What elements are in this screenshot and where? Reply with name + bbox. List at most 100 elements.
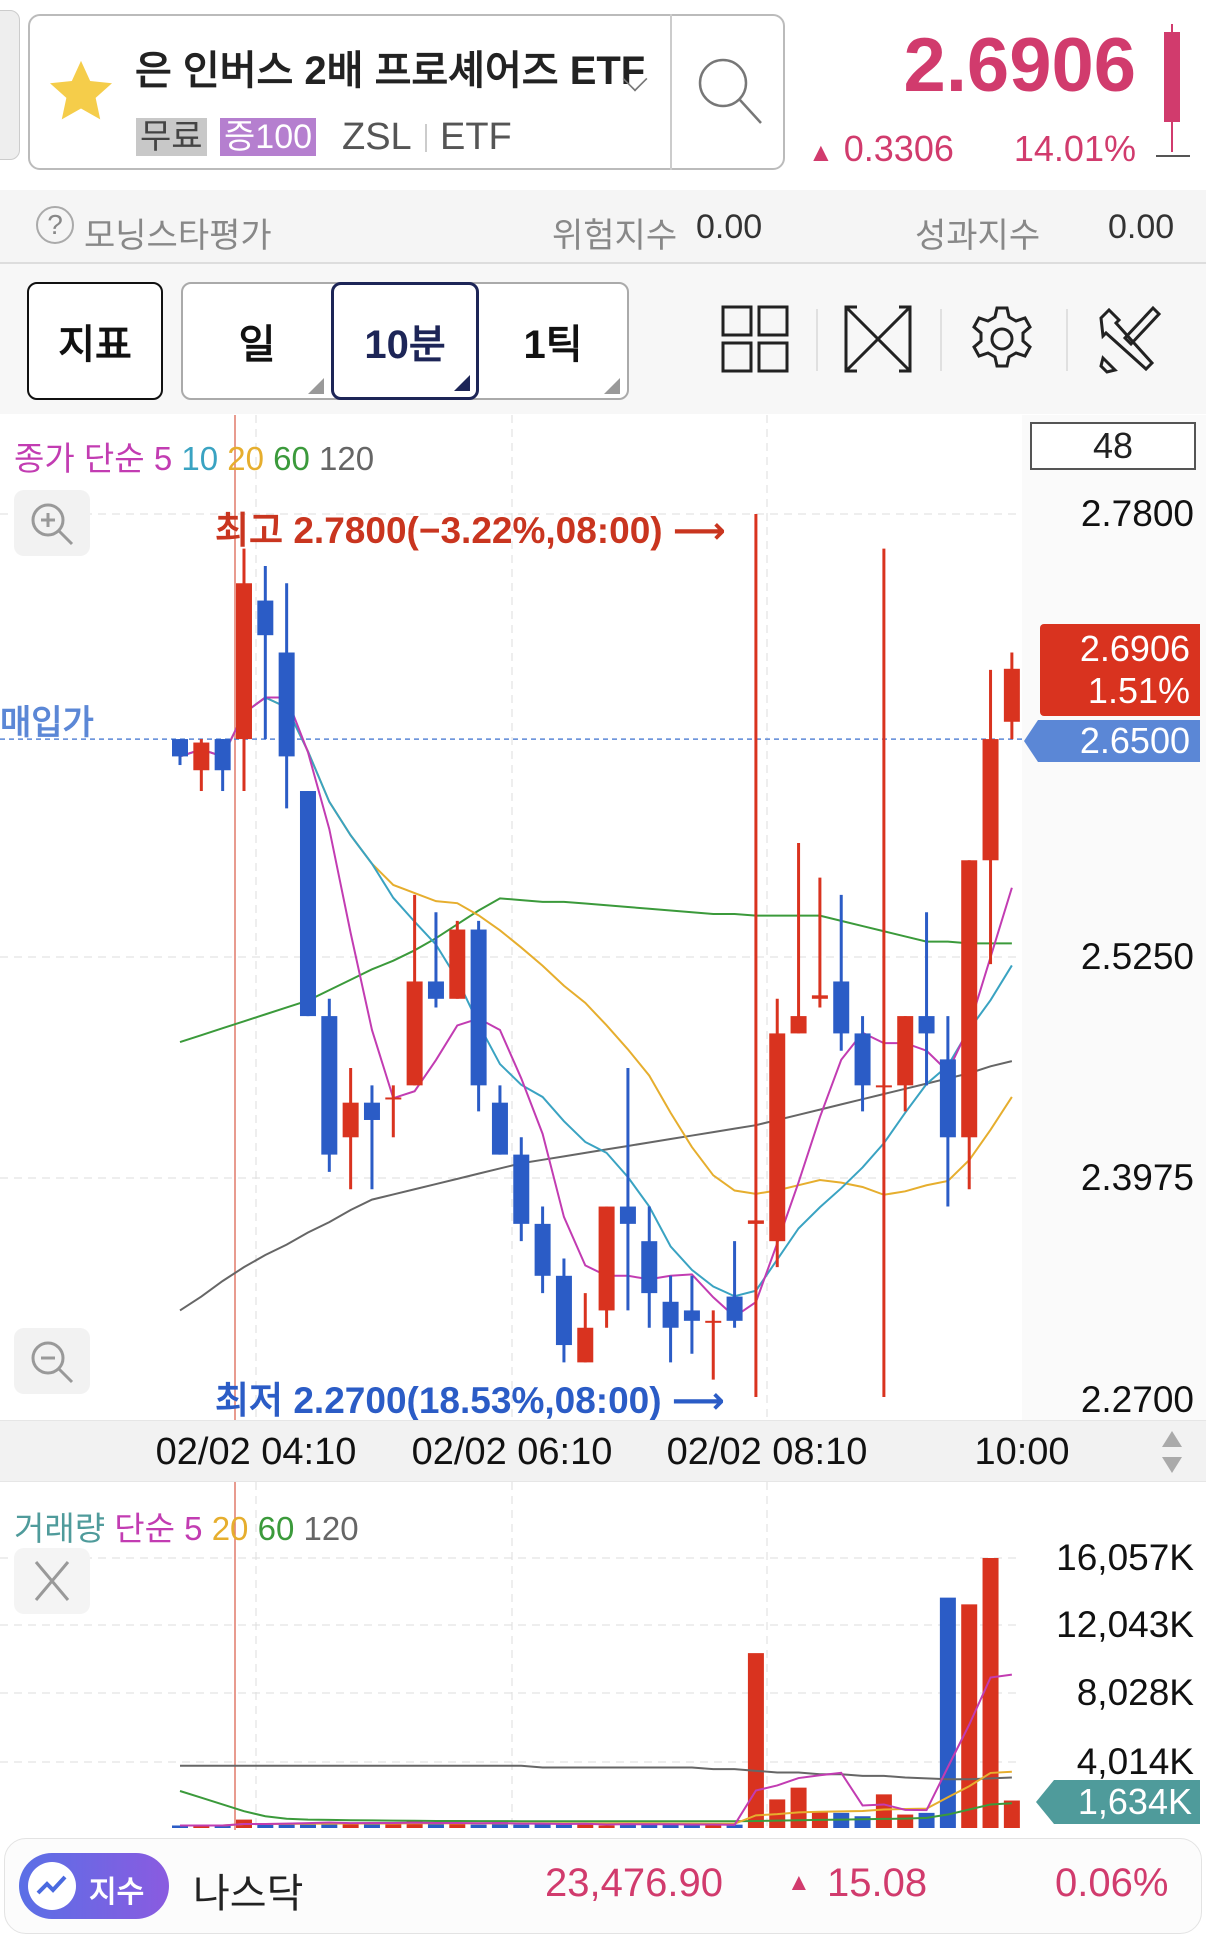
price-axis-bg (1022, 415, 1206, 1420)
low-annotation: 최저 2.2700(18.53%,08:00) ⟶ (215, 1380, 725, 1421)
x-tick: 10:00 (974, 1431, 1070, 1473)
star-icon[interactable] (46, 58, 116, 124)
volume-y-tick: 12,043K (1056, 1604, 1194, 1645)
volume-bar (726, 1824, 743, 1828)
current-volume-tag: 1,634K (1036, 1780, 1200, 1824)
divider (1066, 309, 1068, 371)
side-tab-handle[interactable] (0, 10, 20, 160)
asset-type: ETF (440, 116, 512, 158)
candle-down (427, 981, 444, 999)
divider (816, 309, 818, 371)
period-day-button[interactable]: 일 (184, 282, 330, 400)
index-badge[interactable]: 지수 (19, 1853, 169, 1919)
indicator-button[interactable]: 지표 (27, 282, 163, 400)
candle-up (982, 739, 999, 861)
current-price: 2.6906 (903, 23, 1136, 108)
price-change: 0.3306 (843, 128, 954, 169)
morningstar-label[interactable]: 모닝스타평가 (84, 217, 272, 255)
tools-icon[interactable] (1093, 304, 1163, 374)
mini-candle-icon (1156, 24, 1190, 157)
time-axis[interactable]: 02/02 04:10 02/02 06:10 02/02 08:10 10:0… (0, 1420, 1206, 1482)
volume-bar (619, 1822, 636, 1828)
risk-value: 0.00 (696, 208, 763, 246)
volume-bar (342, 1822, 359, 1828)
zoom-out-icon[interactable] (14, 1328, 90, 1394)
close-icon[interactable] (14, 1548, 90, 1614)
current-price-tag: 2.6906 1.51% (1040, 624, 1200, 716)
candle-up (961, 860, 978, 1138)
chart-toolbar: 지표 일 10분 1틱 (0, 264, 1206, 414)
up-arrow-icon: ▲ (808, 137, 834, 167)
legend-method: 단순 (114, 1510, 175, 1547)
candle-down (918, 1016, 935, 1034)
ma60-line (179, 897, 1012, 1044)
legend-method: 단순 (83, 440, 145, 477)
candle-up (577, 1327, 594, 1363)
period-1tick-button[interactable]: 1틱 (480, 282, 626, 400)
performance-label: 성과지수 (915, 217, 1041, 255)
y-tick: 2.7800 (1080, 493, 1194, 534)
scroll-up-down-icon[interactable] (1150, 1429, 1194, 1475)
volume-bar (406, 1821, 423, 1828)
y-tick: 2.3975 (1080, 1157, 1194, 1198)
candle-down (641, 1241, 658, 1294)
fullscreen-icon[interactable] (843, 304, 913, 374)
candle-down (513, 1154, 530, 1224)
volume-bar (790, 1787, 807, 1828)
candle-up (449, 929, 466, 999)
volume-bar (534, 1823, 551, 1828)
legend-ma60: 60 (257, 1510, 295, 1547)
candle-up (769, 1033, 786, 1242)
candle-down (257, 600, 274, 636)
index-ticker-bar[interactable]: 지수 나스닥 23,476.90 ▲ 15.08 0.06% (4, 1838, 1202, 1934)
search-icon[interactable] (695, 55, 765, 127)
candle-down (683, 1310, 700, 1321)
volume-bar (982, 1558, 999, 1828)
candle-up (875, 1085, 892, 1088)
legend-ma5: 5 (153, 440, 173, 477)
y-tick: 2.5250 (1080, 936, 1194, 977)
legend-ma60: 60 (273, 440, 310, 477)
period-10min-button[interactable]: 10분 (331, 282, 479, 400)
volume-bar (662, 1824, 679, 1828)
candle-count-box[interactable]: 48 (1030, 422, 1196, 470)
legend-ma120: 120 (303, 1510, 359, 1547)
divider (425, 124, 427, 152)
volume-bar (321, 1822, 338, 1828)
candle-up (193, 742, 210, 771)
x-tick: 02/02 04:10 (155, 1431, 357, 1473)
volume-bar (385, 1823, 402, 1828)
candle-up (406, 981, 423, 1086)
candle-down (555, 1275, 572, 1346)
zoom-in-icon[interactable] (14, 490, 90, 556)
candle-down (172, 739, 188, 757)
candle-down (854, 1033, 871, 1086)
gear-icon[interactable] (967, 304, 1037, 374)
candle-up (811, 995, 828, 999)
volume-bar (427, 1823, 444, 1828)
candle-down (214, 739, 231, 771)
volume-bar (513, 1824, 530, 1828)
ma120-line (179, 1060, 1013, 1312)
volume-bar (747, 1653, 764, 1828)
legend-ma20: 20 (211, 1510, 249, 1547)
volume-bar (555, 1824, 572, 1828)
buy-price-label: 매입가 (0, 704, 94, 742)
stock-name[interactable]: 은 인버스 2배 프로셰어즈 ETF (135, 49, 646, 93)
candle-down (363, 1102, 380, 1120)
candle-down (321, 1016, 338, 1155)
rating-row: ? 모닝스타평가 위험지수 0.00 성과지수 0.00 (0, 190, 1206, 264)
legend-prefix: 거래량 (14, 1510, 106, 1547)
volume-bar (449, 1822, 466, 1828)
up-arrow-icon: ▲ (787, 1869, 811, 1896)
volume-bar (854, 1816, 871, 1828)
candle-up (342, 1102, 359, 1138)
ma5-line (179, 696, 1013, 1318)
help-icon[interactable]: ? (36, 206, 74, 244)
grid-layout-icon[interactable] (720, 304, 790, 374)
legend-ma20: 20 (227, 440, 264, 477)
candle-down (726, 1296, 743, 1321)
candle-down (939, 1059, 956, 1138)
candle-up (747, 1220, 764, 1224)
